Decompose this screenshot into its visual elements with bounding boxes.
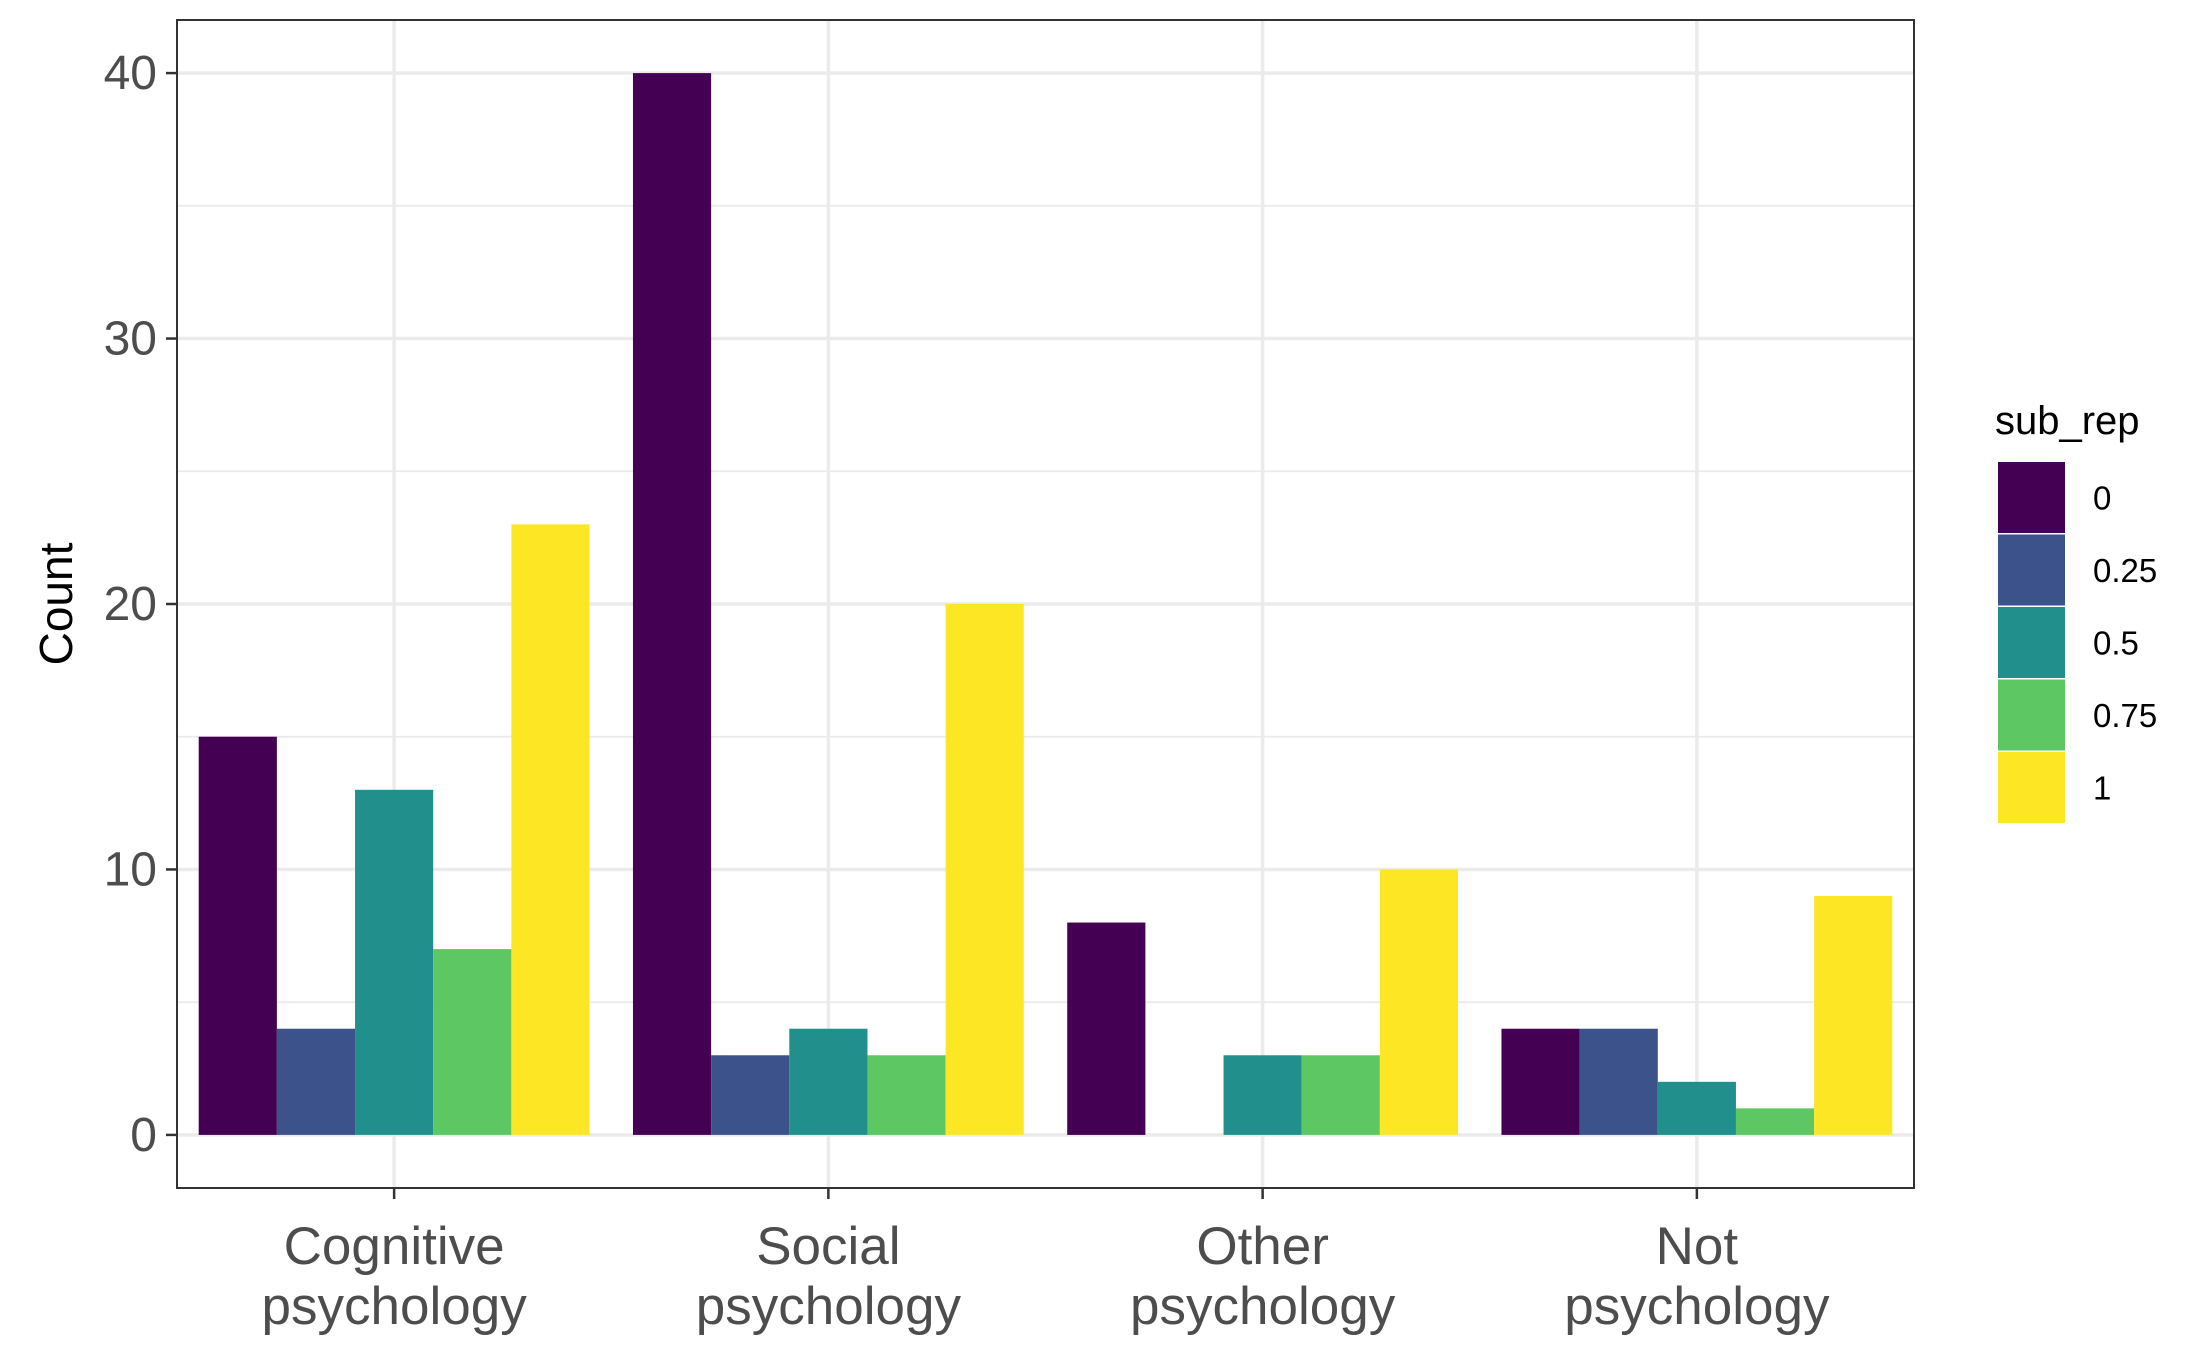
legend-label: 0.25	[2093, 552, 2157, 589]
y-tick-label: 20	[104, 578, 157, 631]
legend-items: 0 0.25 0.5 0.75 1	[1998, 462, 2157, 823]
bar	[1579, 1028, 1658, 1135]
bars	[198, 73, 1893, 1135]
legend-title: sub_rep	[1995, 399, 2140, 443]
x-tick-label: Not psychology	[1564, 1217, 1830, 1336]
legend-label: 0.75	[2093, 697, 2157, 734]
legend-label: 0	[2093, 480, 2111, 517]
legend: sub_rep 0 0.25 0.5 0.75 1	[1995, 399, 2157, 823]
legend-key	[1998, 607, 2065, 678]
bar	[1657, 1081, 1736, 1135]
legend-label: 1	[2093, 770, 2111, 807]
x-axis: Cognitive psychology Social psychology Other…	[262, 1188, 1830, 1336]
legend-key	[1998, 462, 2065, 533]
legend-key	[1998, 679, 2065, 751]
x-tick-label: Social psychology	[696, 1217, 962, 1336]
bar	[511, 524, 590, 1135]
legend-key	[1998, 534, 2065, 606]
bar	[1379, 869, 1459, 1135]
grid-lines	[177, 20, 1914, 1188]
x-tick-label: Other psychology	[1130, 1217, 1396, 1336]
bar	[433, 949, 512, 1135]
bar	[1501, 1028, 1580, 1135]
bar	[711, 1055, 790, 1135]
bar	[789, 1028, 868, 1135]
y-tick-label: 10	[104, 843, 157, 896]
bar	[276, 1028, 356, 1135]
y-axis-title: Count	[30, 542, 82, 665]
legend-label: 0.5	[2093, 625, 2139, 662]
bar	[945, 604, 1024, 1135]
y-axis: 0 10 20 30 40	[104, 47, 177, 1162]
bar	[632, 73, 712, 1135]
bar	[867, 1055, 946, 1135]
bar	[1223, 1055, 1302, 1135]
y-tick-label: 40	[104, 47, 157, 100]
bar	[1814, 896, 1893, 1135]
legend-key	[1998, 752, 2065, 823]
bar	[1735, 1108, 1815, 1135]
y-tick-label: 0	[130, 1109, 157, 1162]
bar	[198, 736, 277, 1135]
y-tick-label: 30	[104, 313, 157, 366]
bar	[1301, 1055, 1380, 1135]
bar	[1067, 922, 1146, 1135]
bar	[355, 789, 434, 1135]
x-tick-label: Cognitive psychology	[262, 1217, 528, 1336]
